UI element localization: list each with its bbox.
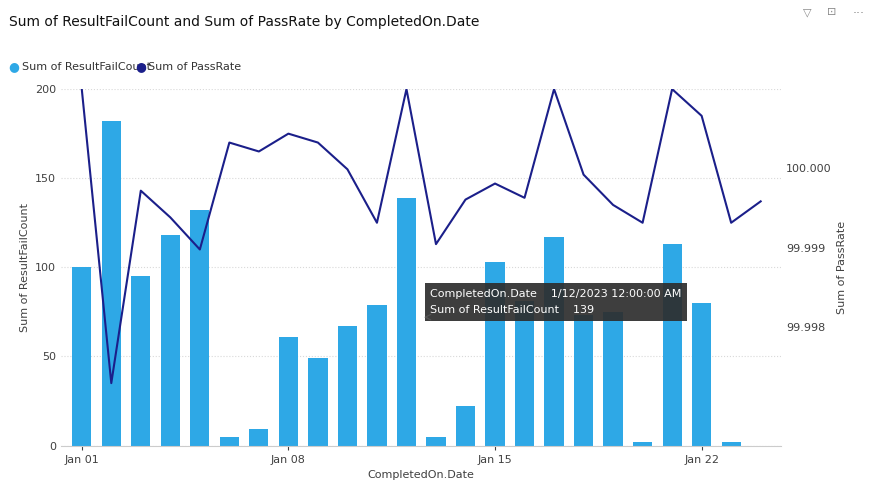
Bar xyxy=(397,198,416,446)
Bar xyxy=(515,301,534,446)
Bar xyxy=(663,244,682,446)
Text: ···: ··· xyxy=(852,7,864,20)
Bar xyxy=(545,237,564,446)
Text: ⊡: ⊡ xyxy=(827,7,836,17)
Bar xyxy=(131,276,150,446)
Text: Sum of ResultFailCount and Sum of PassRate by CompletedOn.Date: Sum of ResultFailCount and Sum of PassRa… xyxy=(9,15,479,29)
Text: ▽: ▽ xyxy=(803,7,812,17)
Bar xyxy=(426,437,445,446)
Text: ●: ● xyxy=(9,60,19,73)
Y-axis label: Sum of ResultFailCount: Sum of ResultFailCount xyxy=(19,203,30,332)
Bar xyxy=(722,442,741,446)
Bar xyxy=(161,235,180,446)
Bar xyxy=(368,305,387,446)
Y-axis label: Sum of PassRate: Sum of PassRate xyxy=(837,221,848,314)
Bar xyxy=(603,312,622,446)
Bar xyxy=(278,337,298,446)
Text: Sum of PassRate: Sum of PassRate xyxy=(148,62,242,72)
X-axis label: CompletedOn.Date: CompletedOn.Date xyxy=(368,470,475,480)
Bar xyxy=(250,430,269,446)
Bar xyxy=(72,267,92,446)
Bar xyxy=(485,262,505,446)
Bar xyxy=(190,210,210,446)
Bar xyxy=(308,358,327,446)
Bar xyxy=(101,121,120,446)
Bar xyxy=(692,303,711,446)
Bar xyxy=(633,442,652,446)
Text: CompletedOn.Date    1/12/2023 12:00:00 AM
Sum of ResultFailCount    139: CompletedOn.Date 1/12/2023 12:00:00 AM S… xyxy=(430,289,682,315)
Bar xyxy=(574,315,593,446)
Text: ●: ● xyxy=(135,60,146,73)
Text: Sum of ResultFailCount: Sum of ResultFailCount xyxy=(22,62,151,72)
Bar xyxy=(456,406,475,446)
Bar xyxy=(338,326,357,446)
Bar xyxy=(220,437,239,446)
